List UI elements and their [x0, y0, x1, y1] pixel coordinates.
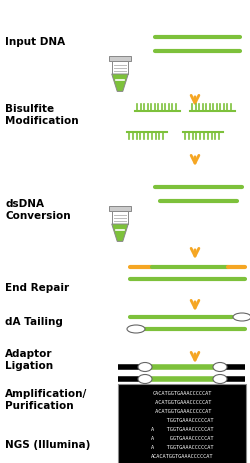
- Text: Bisulfite
Modification: Bisulfite Modification: [5, 104, 78, 125]
- Polygon shape: [109, 206, 131, 212]
- Text: TGGTGAAACCCCCAT: TGGTGAAACCCCCAT: [151, 417, 213, 422]
- Text: Amplification/
Purification: Amplification/ Purification: [5, 388, 87, 410]
- Ellipse shape: [213, 363, 227, 372]
- Text: Adaptor
Ligation: Adaptor Ligation: [5, 349, 53, 370]
- Text: End Repair: End Repair: [5, 282, 69, 292]
- Polygon shape: [112, 62, 128, 75]
- Text: NGS (Illumina): NGS (Illumina): [5, 439, 90, 449]
- Ellipse shape: [138, 375, 152, 384]
- Text: Input DNA: Input DNA: [5, 37, 65, 47]
- Ellipse shape: [233, 313, 250, 321]
- Ellipse shape: [138, 363, 152, 372]
- Text: ACATGGTGAAACCCCCAT: ACATGGTGAAACCCCCAT: [152, 399, 212, 404]
- FancyBboxPatch shape: [118, 384, 246, 463]
- Polygon shape: [112, 75, 128, 92]
- Text: CACATGGTGAAACCCCCAT: CACATGGTGAAACCCCCAT: [152, 390, 212, 395]
- Text: A     GGTGAAACCCCCAT: A GGTGAAACCCCCAT: [151, 435, 213, 440]
- Polygon shape: [109, 57, 131, 62]
- Text: dsDNA
Conversion: dsDNA Conversion: [5, 199, 71, 220]
- Polygon shape: [112, 212, 128, 225]
- Text: ACACATGGTGAAACCCCCAT: ACACATGGTGAAACCCCCAT: [151, 453, 213, 458]
- Ellipse shape: [213, 375, 227, 384]
- Text: ACATGGTGAAACCCCCAT: ACATGGTGAAACCCCCAT: [152, 408, 212, 413]
- Text: A    TGGTGAAACCCCCAT: A TGGTGAAACCCCCAT: [151, 426, 213, 431]
- Text: dA Tailing: dA Tailing: [5, 316, 63, 326]
- Polygon shape: [112, 225, 128, 242]
- Text: A    TGGTGAAACCCCCAT: A TGGTGAAACCCCCAT: [151, 444, 213, 449]
- Ellipse shape: [127, 325, 145, 333]
